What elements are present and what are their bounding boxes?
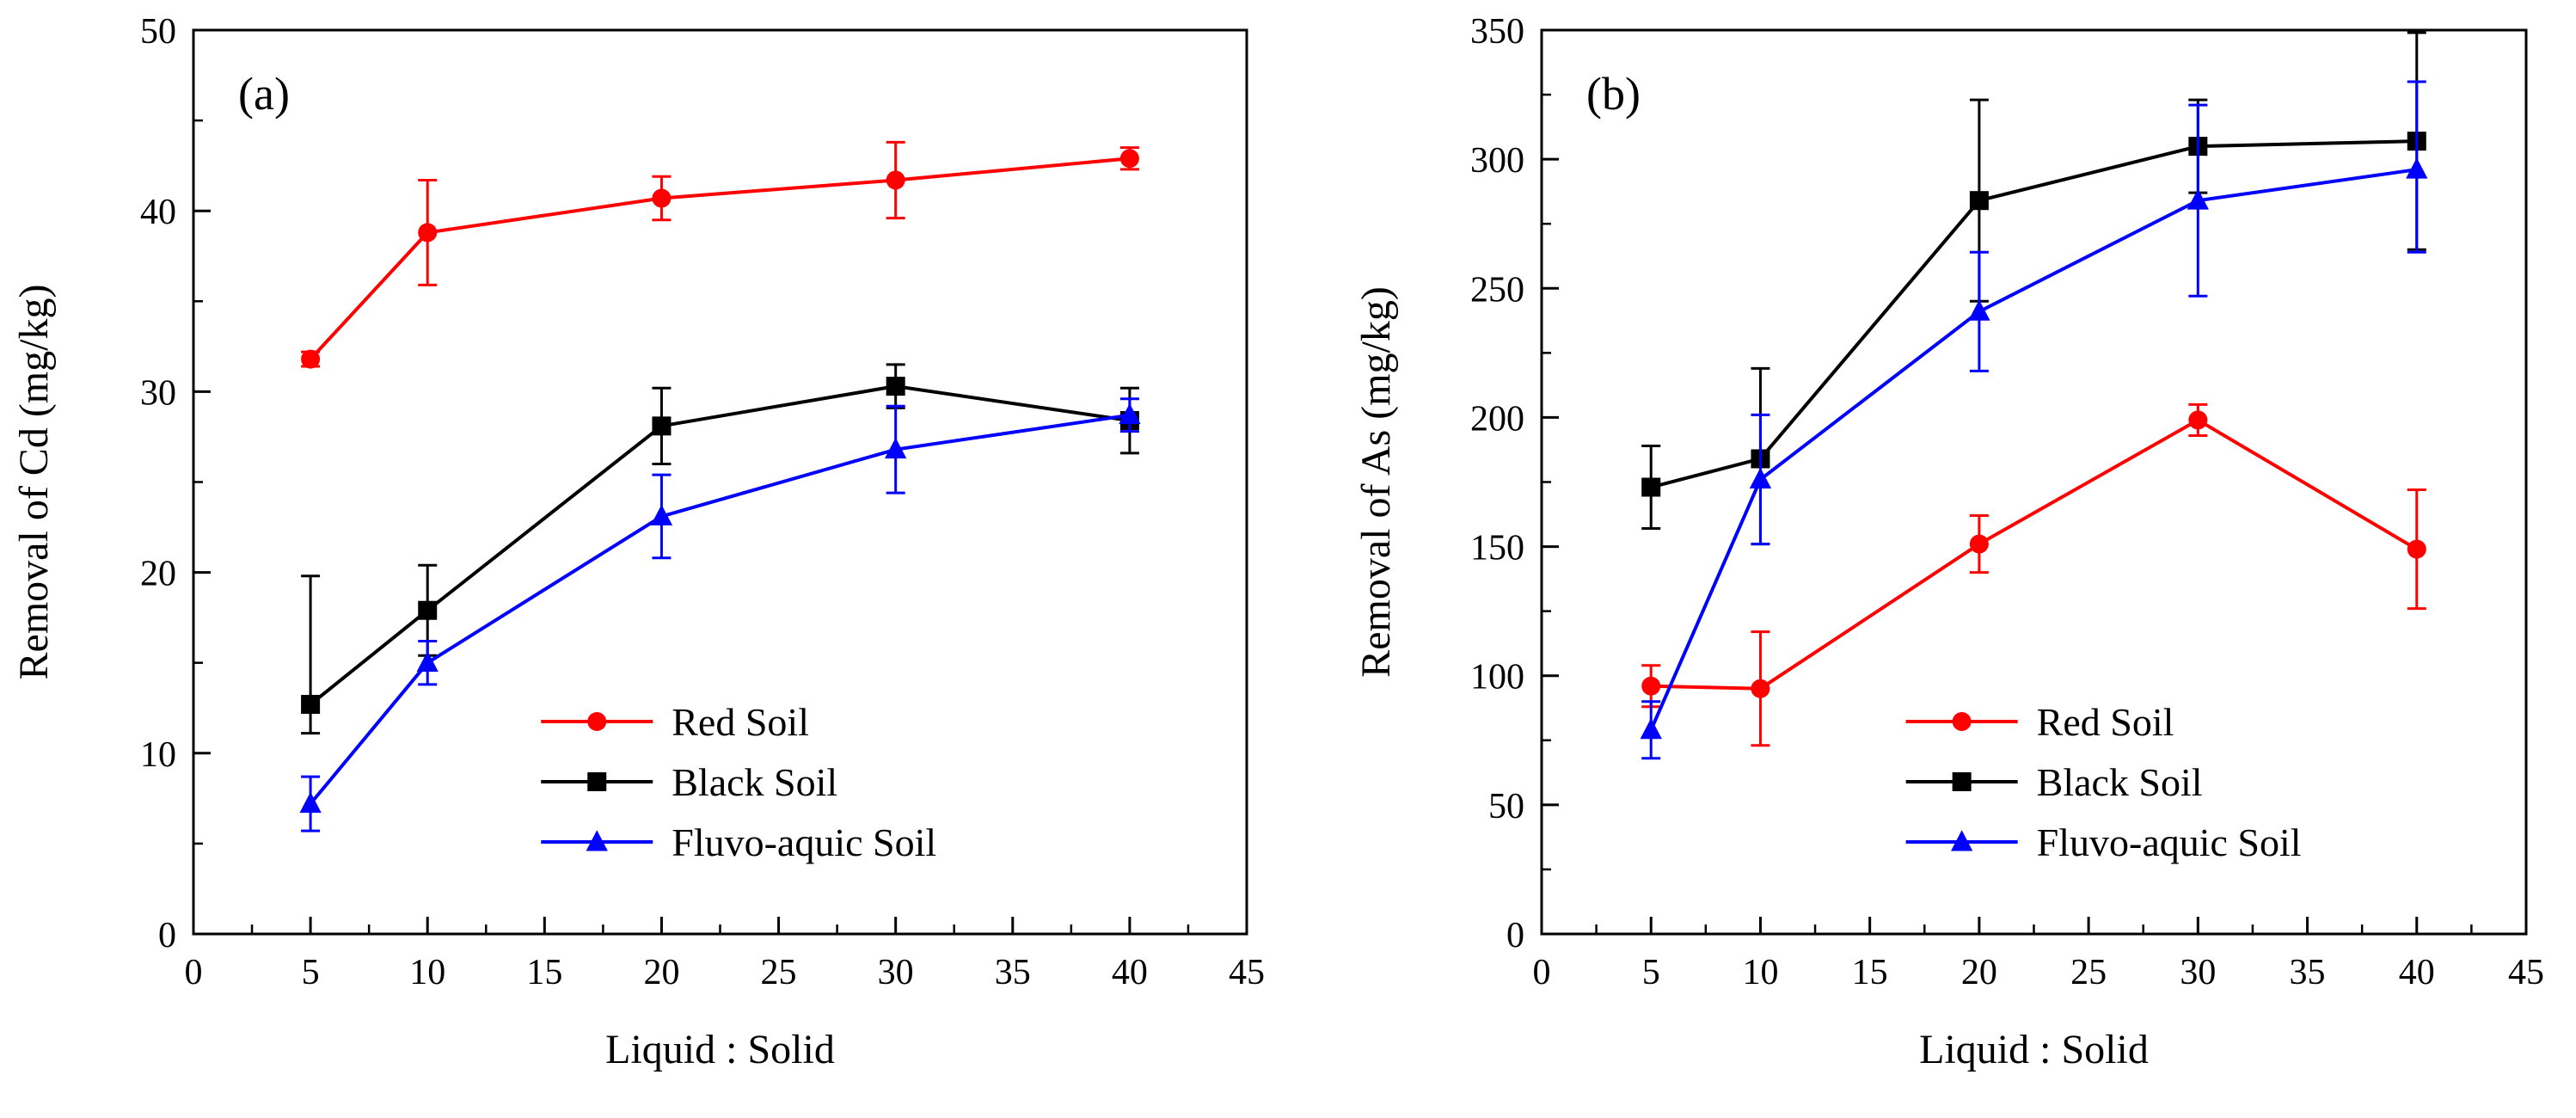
x-tick-label: 25 <box>2070 953 2107 992</box>
legend-label-black-soil: Black Soil <box>2037 760 2203 804</box>
legend-marker-black-soil <box>587 772 607 792</box>
y-tick-label: 350 <box>1470 12 1524 52</box>
data-point-fluvo-aquic-soil <box>1119 402 1141 425</box>
legend-label-fluvo-aquic-soil: Fluvo-aquic Soil <box>2037 820 2302 864</box>
data-point-black-soil <box>418 600 438 620</box>
y-tick-label: 30 <box>140 373 176 413</box>
panel-label: (b) <box>1586 68 1641 120</box>
x-tick-label: 0 <box>185 953 203 992</box>
y-tick-label: 0 <box>158 916 176 955</box>
y-tick-label: 200 <box>1470 399 1524 439</box>
x-tick-label: 40 <box>2399 953 2435 992</box>
x-tick-label: 10 <box>1742 953 1778 992</box>
data-point-red-soil <box>1969 534 1989 554</box>
data-point-black-soil <box>301 695 321 715</box>
y-tick-label: 0 <box>1506 916 1524 955</box>
data-point-red-soil <box>1119 149 1139 169</box>
data-point-red-soil <box>652 188 672 208</box>
x-tick-label: 20 <box>1961 953 1997 992</box>
data-point-fluvo-aquic-soil <box>650 504 673 525</box>
legend-item-black-soil: Black Soil <box>541 760 837 804</box>
legend-label-red-soil: Red Soil <box>2037 700 2174 744</box>
data-point-black-soil <box>886 377 905 396</box>
chart-panel-a: 0 5 10 15 20 25 30 35 40 45 0 10 20 30 40 50 Liquid : So… <box>11 12 1265 1072</box>
data-point-fluvo-aquic-soil <box>2187 188 2209 210</box>
x-tick-label: 5 <box>1642 953 1660 992</box>
legend-marker-red-soil <box>587 712 607 732</box>
data-point-red-soil <box>886 170 905 190</box>
y-tick-label: 300 <box>1470 141 1524 181</box>
y-axis-title: Removal of As (mg/kg) <box>1353 286 1399 678</box>
y-tick-label: 20 <box>140 555 176 594</box>
series-red-soil <box>301 140 1139 369</box>
data-point-red-soil <box>1641 676 1661 696</box>
x-tick-label: 25 <box>761 953 797 992</box>
data-point-fluvo-aquic-soil <box>2406 157 2428 179</box>
y-tick-label: 150 <box>1470 529 1524 568</box>
legend-marker-black-soil <box>1952 772 1972 792</box>
data-point-black-soil <box>1969 191 1989 211</box>
data-point-fluvo-aquic-soil <box>1749 467 1772 488</box>
legend-item-red-soil: Red Soil <box>1905 700 2174 744</box>
x-tick-label: 15 <box>526 953 562 992</box>
x-axis-title: Liquid : Solid <box>605 1027 835 1072</box>
plot-frame <box>1540 28 2528 936</box>
series-fluvo-aquic-soil <box>1640 80 2428 760</box>
legend-item-red-soil: Red Soil <box>541 700 809 744</box>
y-axis-title: Removal of Cd (mg/kg) <box>11 285 57 680</box>
x-tick-label: 20 <box>643 953 679 992</box>
y-tick-label: 50 <box>1488 787 1524 826</box>
x-axis-title: Liquid : Solid <box>1919 1027 2149 1072</box>
data-point-fluvo-aquic-soil <box>299 791 322 814</box>
series-line-red-soil <box>309 157 1131 360</box>
chart-as-removal: 0 5 10 15 20 25 30 35 40 45 0 50 100 150 200 250 300 350 L… <box>1353 12 2544 1072</box>
series-black-soil <box>301 363 1139 735</box>
data-point-black-soil <box>1641 477 1661 497</box>
x-tick-label: 40 <box>1112 953 1148 992</box>
x-tick-label: 15 <box>1852 953 1888 992</box>
legend-item-black-soil: Black Soil <box>1905 760 2203 804</box>
x-tick-label: 5 <box>302 953 320 992</box>
data-point-red-soil <box>2407 539 2426 559</box>
legend-marker-red-soil <box>1952 712 1972 732</box>
y-tick-label: 250 <box>1470 270 1524 310</box>
data-point-red-soil <box>301 349 321 369</box>
x-tick-label: 45 <box>1229 953 1265 992</box>
x-tick-label: 10 <box>409 953 445 992</box>
legend-label-fluvo-aquic-soil: Fluvo-aquic Soil <box>672 820 936 864</box>
x-tick-label: 0 <box>1533 953 1551 992</box>
chart-cd-removal: 0 5 10 15 20 25 30 35 40 45 0 10 20 30 40 50 Liquid : So… <box>11 12 1265 1072</box>
x-tick-label: 35 <box>2290 953 2326 992</box>
data-point-fluvo-aquic-soil <box>416 650 439 673</box>
data-point-red-soil <box>1751 679 1770 698</box>
x-tick-label: 30 <box>2180 953 2216 992</box>
y-tick-label: 10 <box>140 735 176 775</box>
data-point-fluvo-aquic-soil <box>1640 718 1662 740</box>
series-fluvo-aquic-soil <box>299 397 1141 832</box>
legend-item-fluvo-aquic-soil: Fluvo-aquic Soil <box>1905 820 2302 864</box>
chart-panel-b: 0 5 10 15 20 25 30 35 40 45 0 50 100 150 200 250 300 350 L… <box>1288 0 2576 1118</box>
legend-marker-fluvo-aquic-soil <box>1951 830 1973 851</box>
panel-label: (a) <box>238 68 290 120</box>
y-tick-label: 100 <box>1470 658 1524 697</box>
data-point-red-soil <box>2188 410 2208 430</box>
legend-label-red-soil: Red Soil <box>672 700 809 744</box>
legend-label-black-soil: Black Soil <box>672 760 837 804</box>
y-tick-label: 40 <box>140 193 176 232</box>
series-red-soil <box>1641 402 2426 747</box>
legend-item-fluvo-aquic-soil: Fluvo-aquic Soil <box>541 820 936 864</box>
legend-marker-fluvo-aquic-soil <box>586 830 608 851</box>
data-point-red-soil <box>418 223 438 243</box>
x-tick-label: 30 <box>878 953 914 992</box>
data-point-fluvo-aquic-soil <box>885 437 907 459</box>
data-point-fluvo-aquic-soil <box>1968 299 1990 321</box>
series-line-black-soil <box>1650 139 2417 489</box>
data-point-black-soil <box>652 416 672 436</box>
x-tick-label: 35 <box>995 953 1031 992</box>
x-tick-label: 45 <box>2508 953 2544 992</box>
y-tick-label: 50 <box>140 12 176 52</box>
